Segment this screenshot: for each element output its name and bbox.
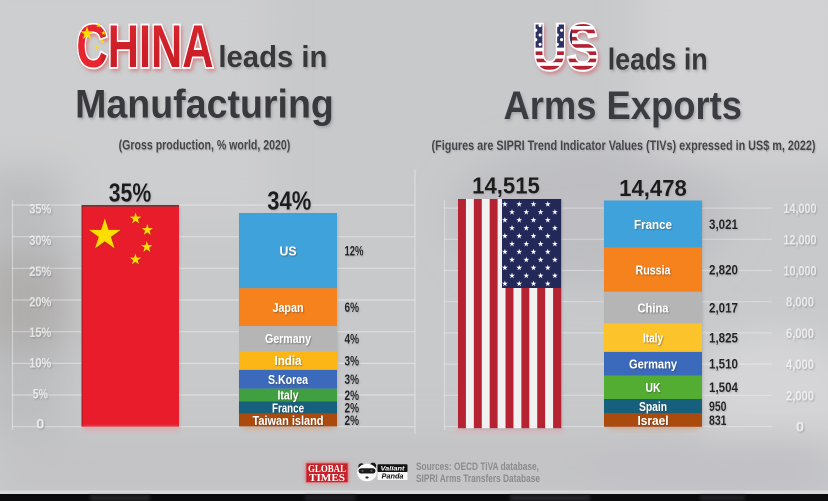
svg-text:25%: 25%	[29, 263, 51, 279]
svg-text:(Figures are SIPRI Trend Indic: (Figures are SIPRI Trend Indicator Value…	[432, 138, 816, 153]
svg-text:6,000: 6,000	[786, 325, 814, 341]
svg-text:GLOBAL: GLOBAL	[308, 464, 346, 475]
svg-text:leads in: leads in	[608, 42, 708, 77]
svg-text:2,000: 2,000	[786, 387, 814, 403]
svg-text:15%: 15%	[29, 324, 51, 340]
svg-text:34%: 34%	[267, 186, 311, 216]
svg-text:10,000: 10,000	[784, 263, 817, 279]
svg-text:35%: 35%	[29, 201, 51, 217]
svg-text:14,515: 14,515	[472, 173, 540, 199]
svg-text:Germany: Germany	[629, 356, 678, 371]
svg-text:Taiwan island: Taiwan island	[253, 413, 324, 428]
svg-text:India: India	[275, 353, 303, 368]
svg-text:S.Korea: S.Korea	[268, 372, 309, 387]
svg-text:831: 831	[709, 413, 727, 428]
svg-text:CHINA: CHINA	[77, 12, 214, 80]
svg-text:6%: 6%	[345, 300, 360, 315]
svg-text:5%: 5%	[33, 386, 48, 402]
svg-text:2,820: 2,820	[709, 263, 738, 278]
svg-text:France: France	[634, 217, 672, 232]
svg-text:10%: 10%	[29, 355, 51, 371]
svg-text:3%: 3%	[345, 372, 360, 387]
svg-text:1,510: 1,510	[709, 357, 738, 372]
svg-text:TIMES: TIMES	[309, 473, 345, 484]
svg-text:Valiant: Valiant	[381, 465, 406, 472]
svg-text:12%: 12%	[345, 244, 364, 259]
svg-text:Spain: Spain	[639, 399, 667, 414]
svg-text:3%: 3%	[345, 353, 360, 368]
svg-text:SIPRI Arms Transfers Database: SIPRI Arms Transfers Database	[416, 473, 540, 485]
svg-text:950: 950	[709, 399, 727, 414]
svg-text:Italy: Italy	[278, 388, 300, 403]
svg-text:CHINA: CHINA	[77, 12, 214, 80]
svg-text:France: France	[272, 400, 304, 415]
svg-text:2,017: 2,017	[709, 300, 738, 315]
svg-text:Israel: Israel	[638, 413, 669, 428]
svg-text:Arms Exports: Arms Exports	[503, 84, 742, 128]
svg-text:3,021: 3,021	[709, 217, 738, 232]
svg-text:Italy: Italy	[643, 330, 664, 345]
svg-text:20%: 20%	[29, 294, 51, 310]
svg-text:0: 0	[36, 416, 44, 432]
svg-text:leads in: leads in	[218, 39, 327, 74]
svg-text:(Gross production, % world, 20: (Gross production, % world, 2020)	[119, 137, 291, 153]
svg-text:Japan: Japan	[273, 300, 304, 315]
svg-text:30%: 30%	[29, 232, 51, 248]
svg-text:1,825: 1,825	[709, 330, 738, 345]
svg-text:Sources: OECD TiVA database,: Sources: OECD TiVA database,	[416, 461, 539, 473]
svg-text:2%: 2%	[345, 388, 360, 403]
svg-text:Panda: Panda	[382, 472, 404, 481]
svg-text:4,000: 4,000	[786, 356, 814, 372]
svg-text:14,478: 14,478	[619, 175, 687, 201]
svg-text:CHINA: CHINA	[77, 12, 214, 80]
svg-text:14,000: 14,000	[784, 200, 817, 216]
svg-text:8,000: 8,000	[786, 294, 814, 310]
svg-text:2%: 2%	[345, 400, 360, 415]
svg-text:1,504: 1,504	[709, 380, 738, 395]
svg-text:Russia: Russia	[636, 263, 672, 278]
svg-text:China: China	[638, 300, 670, 315]
svg-text:2%: 2%	[345, 413, 360, 428]
svg-text:UK: UK	[646, 380, 661, 395]
svg-text:Germany: Germany	[265, 331, 312, 346]
svg-text:US: US	[280, 243, 297, 258]
svg-text:0: 0	[796, 419, 804, 435]
svg-text:Manufacturing: Manufacturing	[75, 82, 334, 126]
svg-text:4%: 4%	[345, 331, 360, 346]
svg-text:12,000: 12,000	[784, 231, 817, 247]
svg-text:35%: 35%	[109, 178, 152, 208]
